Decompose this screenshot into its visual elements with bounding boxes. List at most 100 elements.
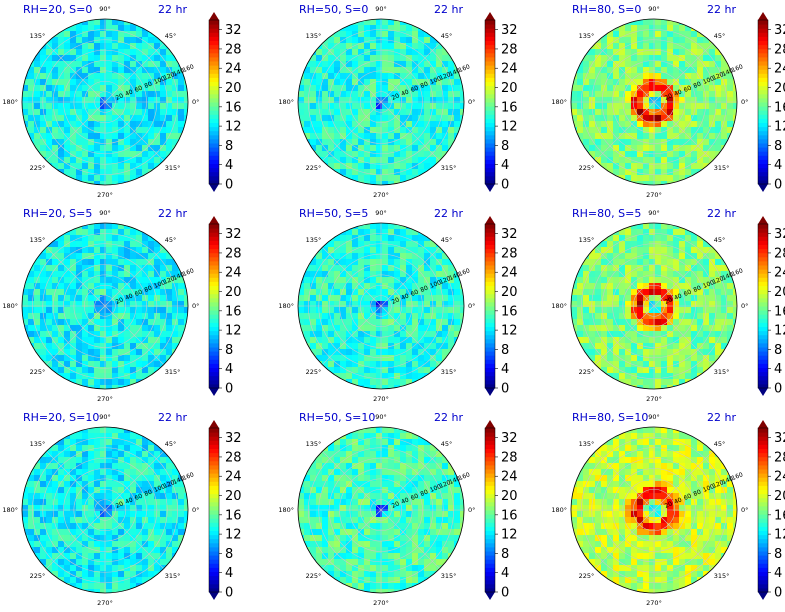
- heat-cell: [388, 355, 395, 362]
- heat-cell: [661, 283, 668, 290]
- radius-tick-label: 60: [410, 84, 420, 93]
- heat-cell: [382, 253, 389, 260]
- heat-cell: [436, 145, 443, 152]
- heat-cell: [643, 127, 650, 134]
- heat-cell: [691, 67, 698, 74]
- heat-cell: [166, 127, 173, 134]
- heat-cell: [82, 427, 89, 434]
- heat-cell: [34, 295, 41, 302]
- heat-cell: [715, 103, 722, 110]
- heat-cell: [46, 343, 53, 350]
- heat-cell: [82, 253, 89, 260]
- heat-cell: [340, 67, 347, 74]
- heat-cell: [58, 301, 65, 308]
- heat-cell: [583, 67, 590, 74]
- angle-tick-label: 270°: [97, 395, 113, 403]
- heat-cell: [601, 85, 608, 92]
- heat-cell: [631, 157, 638, 164]
- heat-cell: [625, 49, 632, 56]
- heat-cell: [100, 463, 107, 470]
- heat-cell: [667, 277, 674, 284]
- heat-cell: [28, 517, 35, 524]
- heat-cell: [70, 313, 77, 320]
- heat-cell: [130, 475, 137, 482]
- colorbar-segment: [758, 347, 768, 352]
- heat-cell: [631, 61, 638, 68]
- heat-cell: [322, 61, 329, 68]
- heat-cell: [58, 457, 65, 464]
- heat-cell: [70, 73, 77, 80]
- heat-cell: [667, 325, 674, 332]
- heat-cell: [52, 367, 59, 374]
- heat-cell: [388, 229, 395, 236]
- heat-cell: [697, 55, 704, 62]
- heat-cell: [400, 85, 407, 92]
- heat-cell: [346, 295, 353, 302]
- heat-cell: [460, 307, 464, 314]
- heat-cell: [613, 163, 620, 170]
- heat-cell: [118, 493, 125, 500]
- heat-cell: [424, 115, 431, 122]
- heat-cell: [28, 289, 35, 296]
- heat-cell: [370, 97, 377, 104]
- heat-cell: [625, 145, 632, 152]
- heat-cell: [340, 241, 347, 248]
- colorbar-segment: [758, 224, 768, 229]
- heat-cell: [148, 517, 155, 524]
- heat-cell: [631, 295, 638, 302]
- heat-cell: [673, 295, 680, 302]
- heat-cell: [697, 37, 704, 44]
- heat-cell: [424, 109, 431, 116]
- heat-cell: [178, 301, 185, 308]
- heat-cell: [94, 511, 101, 518]
- heat-cell: [685, 349, 692, 356]
- heat-cell: [58, 469, 65, 476]
- heat-cell: [124, 277, 131, 284]
- heat-cell: [64, 325, 71, 332]
- heat-cell: [22, 319, 29, 326]
- colorbar-segment: [485, 281, 495, 286]
- angle-tick-label: 90°: [648, 5, 660, 13]
- heat-cell: [631, 103, 638, 110]
- heat-cell: [448, 79, 455, 86]
- heat-cell: [406, 265, 413, 272]
- heat-cell: [382, 37, 389, 44]
- heat-cell: [400, 349, 407, 356]
- heat-cell: [583, 73, 590, 80]
- grid-spoke: [653, 101, 713, 161]
- heat-cell: [28, 55, 35, 62]
- heat-cell: [667, 61, 674, 68]
- heat-cell: [400, 103, 407, 110]
- heat-cell: [418, 373, 425, 380]
- heat-cell: [583, 85, 590, 92]
- heat-cell: [691, 259, 698, 266]
- heat-cell: [112, 349, 119, 356]
- heat-cell: [703, 73, 710, 80]
- heat-cell: [673, 319, 680, 326]
- heat-cell: [625, 289, 632, 296]
- heat-cell: [142, 355, 149, 362]
- colorbar-segment: [209, 232, 219, 237]
- heat-cell: [400, 241, 407, 248]
- heat-cell: [715, 91, 722, 98]
- heat-cell: [424, 49, 431, 56]
- heat-cell: [346, 151, 353, 158]
- heat-cell: [340, 373, 347, 380]
- heat-cell: [679, 37, 686, 44]
- heat-cell: [100, 331, 107, 338]
- heat-cell: [52, 139, 59, 146]
- heat-cell: [52, 97, 59, 104]
- heat-cell: [631, 229, 638, 236]
- heat-cell: [118, 133, 125, 140]
- heat-cell: [136, 229, 143, 236]
- heat-cell: [124, 481, 131, 488]
- heat-cell: [655, 19, 662, 26]
- heat-cell: [172, 343, 179, 350]
- heat-cell: [697, 133, 704, 140]
- heat-cell: [442, 145, 449, 152]
- heat-cell: [82, 319, 89, 326]
- heat-cell: [64, 481, 71, 488]
- heat-cell: [703, 91, 710, 98]
- heat-cell: [94, 121, 101, 128]
- heat-cell: [100, 241, 107, 248]
